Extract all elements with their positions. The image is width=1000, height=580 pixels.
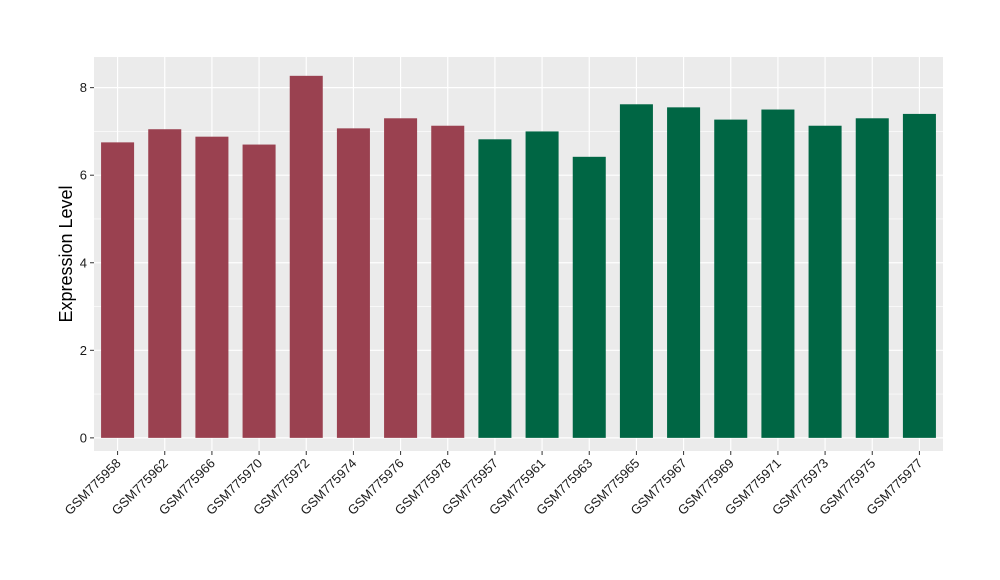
bar-GSM775974 [336,128,370,438]
bar-GSM775976 [384,118,418,438]
bars [101,75,936,438]
y-axis: 0 2 4 6 8 [80,80,94,445]
y-tick-label: 6 [80,168,87,183]
bar-GSM775973 [808,125,842,438]
y-tick-label: 4 [80,255,87,270]
bar-GSM775978 [431,125,465,438]
x-axis: GSM775958GSM775962GSM775966GSM775970GSM7… [61,451,926,518]
bar-GSM775962 [148,129,182,438]
bar-GSM775971 [761,109,795,438]
bar-GSM775966 [195,136,229,438]
bar-GSM775963 [572,156,606,438]
bar-GSM775957 [478,139,512,438]
y-tick-label: 2 [80,343,87,358]
y-tick-label: 8 [80,80,87,95]
bar-GSM775961 [525,131,559,438]
bar-GSM775970 [242,144,276,438]
bar-GSM775977 [902,113,936,438]
bar-GSM775975 [855,118,889,438]
bar-GSM775965 [619,104,653,438]
y-axis-title: Expression Level [56,185,76,322]
bar-GSM775967 [667,107,701,438]
plot-panel [94,57,943,451]
bar-GSM775958 [101,142,135,438]
y-tick-label: 0 [80,430,87,445]
bar-GSM775972 [289,75,323,438]
bar-GSM775969 [714,119,748,438]
